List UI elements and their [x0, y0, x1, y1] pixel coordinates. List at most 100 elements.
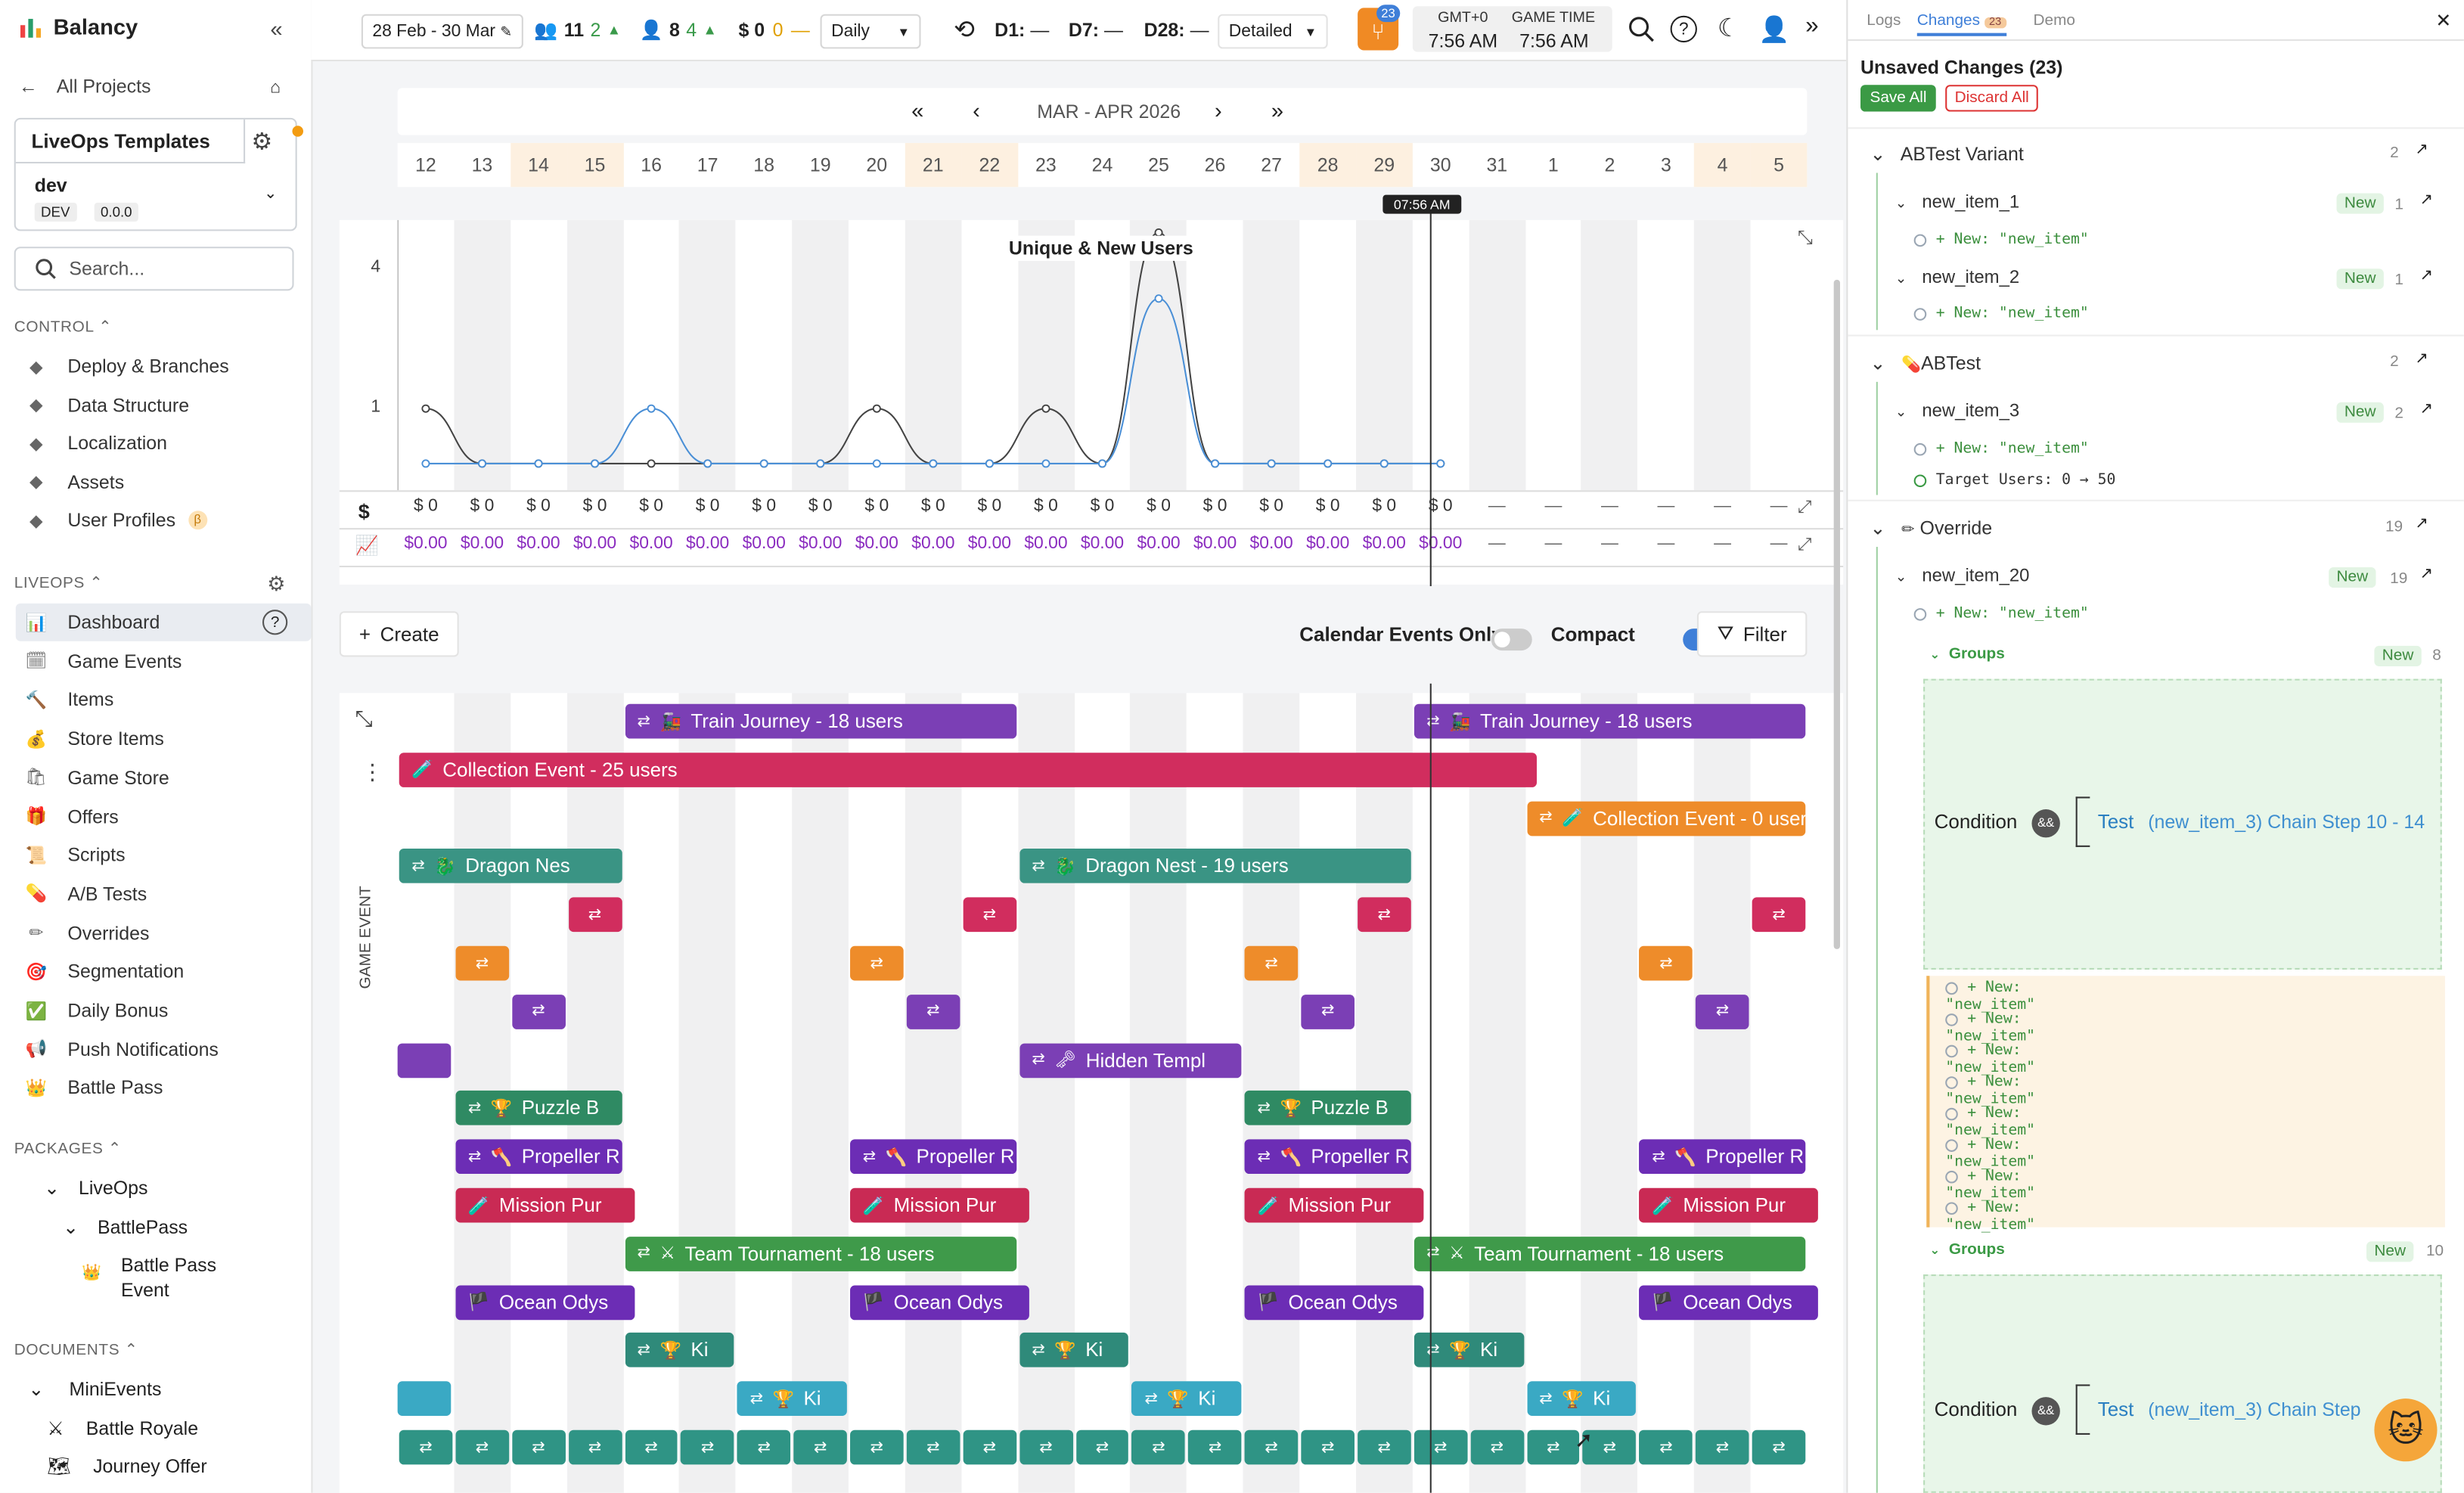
sidebar-item-overrides[interactable]: ✏ Overrides: [0, 914, 311, 951]
sidebar-item-offers[interactable]: 🎁 Offers: [0, 797, 311, 835]
day-cell[interactable]: 5: [1750, 143, 1808, 188]
repeat-event-chip[interactable]: ⇄: [511, 994, 566, 1029]
repeat-event-chip[interactable]: ⇄: [906, 994, 960, 1029]
app-logo[interactable]: Balancy: [19, 14, 138, 39]
sidebar-item-assets[interactable]: ◆ Assets: [0, 463, 311, 501]
group-override[interactable]: ⌄ ✏ Override: [1870, 517, 1993, 539]
event-bar[interactable]: ⇄ 🏆 Puzzle B: [1244, 1091, 1411, 1126]
collapse-timeline-icon[interactable]: ⤡: [355, 705, 373, 731]
tab-changes[interactable]: Changes 23: [1916, 13, 2006, 36]
repeat-event-chip[interactable]: ⇄: [568, 897, 622, 933]
item-new-item-3[interactable]: ⌄ new_item_3: [1895, 402, 2020, 421]
item-new-item-20[interactable]: ⌄ new_item_20: [1895, 567, 2030, 586]
event-bar[interactable]: ⇄ 🐉 Dragon Nes: [399, 849, 622, 884]
day-cell[interactable]: 20: [866, 154, 888, 176]
repeat-event-chip[interactable]: ⇄: [1470, 1429, 1524, 1465]
assistant-cat-avatar[interactable]: 🐱: [2374, 1398, 2438, 1462]
document-miniEvents[interactable]: ⌄ MiniEvents: [28, 1378, 162, 1401]
data-point[interactable]: [647, 404, 656, 413]
event-bar[interactable]: ⇄ 🏆 Puzzle B: [455, 1091, 622, 1126]
document-battle-royale[interactable]: ⚔ Battle Royale: [47, 1417, 199, 1440]
package-battlepass[interactable]: ⌄ BattlePass: [63, 1216, 188, 1239]
day-cell[interactable]: 25: [1148, 154, 1169, 176]
next-page-icon[interactable]: ›: [1215, 97, 1222, 123]
repeat-event-chip[interactable]: ⇄: [850, 1429, 904, 1465]
sidebar-item-battle-pass[interactable]: 👑 Battle Pass: [0, 1069, 311, 1107]
external-link-icon[interactable]: ↗: [2415, 515, 2428, 533]
data-point[interactable]: [703, 459, 712, 468]
moon-icon[interactable]: ☾: [1717, 15, 1740, 43]
event-bar[interactable]: ⇄ 🪓 Propeller R: [1639, 1139, 1806, 1175]
day-cell[interactable]: 4: [1694, 143, 1751, 188]
data-point[interactable]: [1041, 404, 1050, 413]
external-link-icon[interactable]: ↗: [2419, 565, 2434, 583]
repeat-event-chip[interactable]: ⇄: [1696, 1429, 1749, 1465]
liveops-section-label[interactable]: LIVEOPS ⌃: [14, 575, 104, 593]
repeat-event-chip[interactable]: ⇄: [963, 1429, 1016, 1465]
search-input[interactable]: Search...: [14, 247, 294, 291]
tab-demo[interactable]: Demo: [2033, 12, 2075, 30]
event-bar[interactable]: ⇄ ⚔ Team Tournament - 18 users: [624, 1236, 1016, 1271]
help-icon[interactable]: ?: [262, 610, 288, 635]
repeat-event-chip[interactable]: ⇄: [1526, 1429, 1581, 1465]
sidebar-item-game-events[interactable]: 🗓 Game Events: [0, 642, 311, 680]
event-bar[interactable]: ⇄ 🏆 Ki: [1414, 1333, 1524, 1368]
day-cell[interactable]: 3: [1661, 154, 1671, 176]
sidebar-item-push-notifications[interactable]: 📢 Push Notifications: [0, 1030, 311, 1068]
collapse-sidebar-icon[interactable]: «: [270, 15, 283, 42]
package-liveops[interactable]: ⌄ LiveOps: [44, 1177, 148, 1200]
repeat-event-chip[interactable]: ⇄: [1188, 1429, 1242, 1465]
event-bar[interactable]: ⇄ 🏆 Ki: [1526, 1381, 1637, 1417]
expand-icon[interactable]: ⤢: [1797, 535, 1812, 555]
close-icon[interactable]: ✕: [2435, 9, 2452, 32]
event-bar[interactable]: ⇄ 🪓 Propeller R: [850, 1139, 1016, 1175]
event-bar[interactable]: ⇄ 🚂 Train Journey - 18 users: [1414, 703, 1806, 739]
data-point[interactable]: [1267, 459, 1276, 468]
repeat-event-chip[interactable]: ⇄: [1301, 994, 1355, 1029]
document-journey-offer[interactable]: 🗺 Journey Offer: [47, 1454, 207, 1478]
day-cell[interactable]: 19: [809, 154, 831, 176]
event-bar[interactable]: ⇄ 🪓 Propeller R: [1244, 1139, 1411, 1175]
day-cell[interactable]: 22: [961, 143, 1018, 188]
data-point[interactable]: [816, 459, 825, 468]
repeat-event-chip[interactable]: ⇄: [793, 1429, 847, 1465]
repeat-event-chip[interactable]: ⇄: [1358, 897, 1411, 933]
event-bar[interactable]: ⇄ 🏆 Ki: [624, 1333, 734, 1368]
data-point[interactable]: [872, 404, 881, 413]
repeat-event-chip[interactable]: ⇄: [1301, 1429, 1355, 1465]
external-link-icon[interactable]: ↗: [2419, 267, 2434, 285]
day-cell[interactable]: 24: [1091, 154, 1113, 176]
package-battle-pass-event[interactable]: Battle Pass Event: [120, 1254, 217, 1302]
repeat-event-chip[interactable]: ⇄: [455, 1429, 509, 1465]
project-selector[interactable]: LiveOps Templates ⚙ dev DEV 0.0.0 ⌄: [14, 117, 303, 231]
item-new-item-1[interactable]: ⌄ new_item_1: [1895, 193, 2020, 213]
data-point[interactable]: [421, 459, 430, 468]
event-bar[interactable]: ⇄ 🐉 Dragon Nest - 19 users: [1019, 849, 1411, 884]
date-range-picker[interactable]: 28 Feb - 30 Mar ✎: [361, 14, 523, 49]
day-cell[interactable]: 29: [1355, 143, 1413, 188]
all-projects-link[interactable]: ← All Projects: [19, 76, 151, 98]
repeat-event-chip[interactable]: ⇄: [399, 1429, 453, 1465]
day-cell[interactable]: 26: [1204, 154, 1226, 176]
event-bar[interactable]: ⇄ 🏆 Ki: [1131, 1381, 1242, 1417]
group-abtest-variant[interactable]: ⌄ ABTest Variant: [1870, 143, 2024, 166]
last-page-icon[interactable]: »: [1271, 97, 1284, 123]
data-point[interactable]: [534, 459, 543, 468]
tab-logs[interactable]: Logs: [1867, 12, 1901, 30]
external-link-icon[interactable]: ↗: [2415, 350, 2428, 368]
repeat-event-chip[interactable]: ⇄: [1696, 994, 1749, 1029]
event-bar[interactable]: ⇄ 🧪 Collection Event - 0 users: [1526, 800, 1806, 836]
day-cell[interactable]: 18: [753, 154, 775, 176]
calendar-only-toggle[interactable]: [1491, 628, 1532, 650]
gear-icon[interactable]: ⚙: [251, 129, 273, 156]
repeat-event-chip[interactable]: ⇄: [906, 1429, 960, 1465]
repeat-event-chip[interactable]: ⇄: [737, 1429, 791, 1465]
data-point[interactable]: [1379, 459, 1389, 468]
repeat-event-chip[interactable]: ⇄: [1075, 1429, 1129, 1465]
user-icon[interactable]: 👤: [1758, 17, 1790, 45]
item-new-item-2[interactable]: ⌄ new_item_2: [1895, 268, 2020, 288]
day-cell[interactable]: 13: [471, 154, 493, 176]
repeat-event-chip[interactable]: ⇄: [624, 1429, 678, 1465]
create-button[interactable]: + Create: [339, 611, 459, 657]
liveops-settings-icon[interactable]: ⚙: [267, 572, 286, 596]
